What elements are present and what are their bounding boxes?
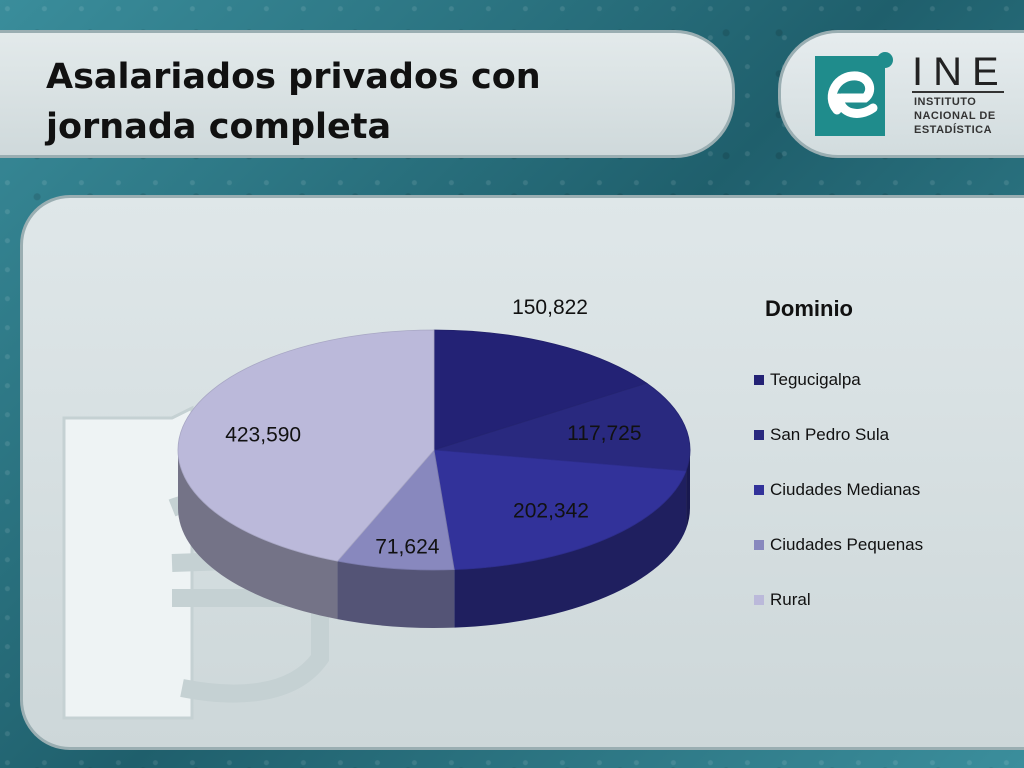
legend-item-ciudades-medianas: Ciudades Medianas — [754, 480, 920, 500]
pie-slice-san-pedro-sula — [433, 382, 691, 472]
title-panel — [0, 30, 735, 158]
legend-swatch — [754, 485, 764, 495]
data-label-san-pedro-sula: 117,725 — [567, 422, 641, 445]
logo-sub-line-3: ESTADÍSTICA — [914, 124, 993, 136]
legend-label: San Pedro Sula — [770, 425, 890, 444]
legend-swatch — [754, 540, 764, 550]
logo-sub-line-1: INSTITUTO — [914, 96, 977, 108]
legend-swatch — [754, 595, 764, 605]
data-label-tegucigalpa: 150,822 — [512, 296, 588, 319]
logo-panel — [778, 30, 1024, 158]
slide-title: Asalariados privados con jornada complet… — [46, 57, 541, 147]
logo-name: INE — [912, 50, 1009, 94]
legend-item-san-pedro-sula: San Pedro Sula — [754, 425, 889, 445]
pie-side-rural — [178, 450, 338, 620]
data-label-ciudades-medianas: 202,342 — [513, 499, 589, 522]
legend-item-rural: Rural — [754, 590, 811, 610]
legend-swatch — [754, 430, 764, 440]
legend-label: Rural — [770, 590, 811, 609]
legend-title: Dominio — [765, 296, 853, 321]
legend-label: Ciudades Pequenas — [770, 535, 924, 554]
logo-sub-line-2: NACIONAL DE — [914, 110, 996, 122]
pie-slice-rural — [177, 329, 435, 562]
legend-item-tegucigalpa: Tegucigalpa — [754, 370, 861, 390]
pie-side-san-pedro-sula — [686, 450, 690, 529]
pie-slice-ciudades-pequenas — [336, 449, 455, 571]
pie-slice-tegucigalpa — [433, 329, 648, 451]
legend-swatch — [754, 375, 764, 385]
legend-item-ciudades-pequenas: Ciudades Pequenas — [754, 535, 923, 555]
data-label-ciudades-pequenas: 71,624 — [375, 536, 440, 559]
legend-label: Tegucigalpa — [770, 370, 861, 389]
pie-side-ciudades-medianas — [454, 470, 687, 628]
ine-logo-mark-icon — [815, 52, 893, 136]
logo-divider — [912, 91, 1004, 93]
data-label-rural: 423,590 — [225, 423, 301, 446]
legend-label: Ciudades Medianas — [770, 480, 921, 499]
pie-side-ciudades-pequenas — [337, 561, 455, 628]
pie-slice-ciudades-medianas — [433, 449, 687, 571]
